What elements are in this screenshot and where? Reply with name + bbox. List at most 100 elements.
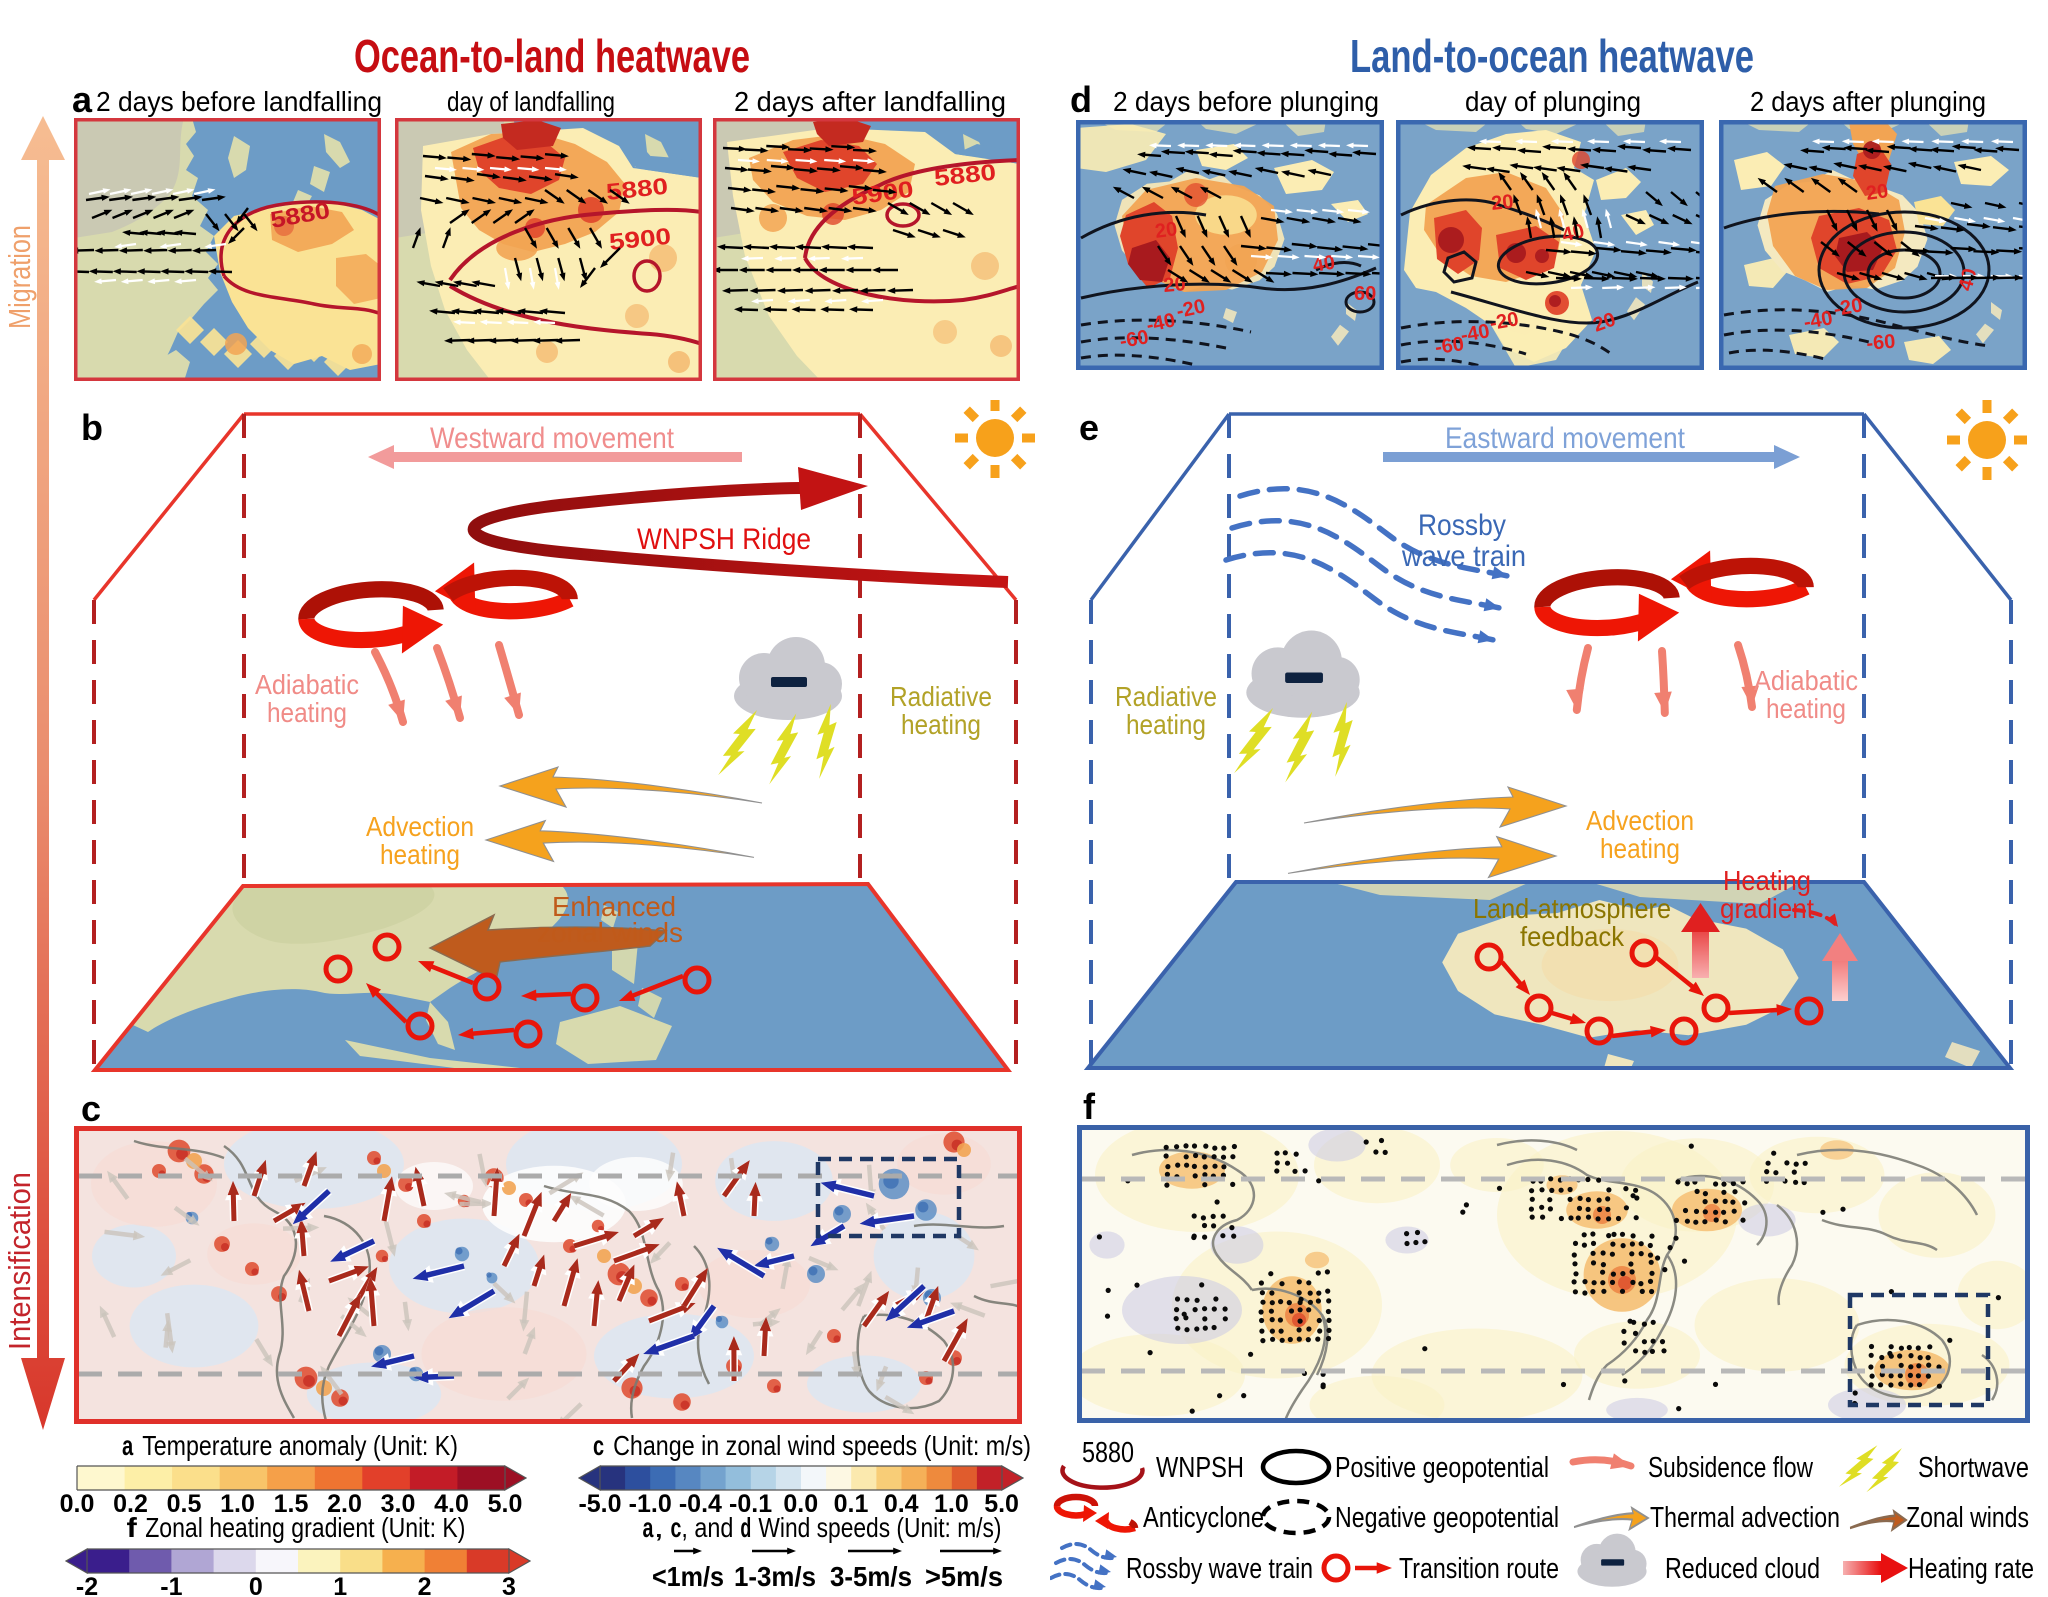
svg-text:0.1: 0.1 xyxy=(834,1490,869,1518)
svg-text:Transition route: Transition route xyxy=(1399,1553,1559,1585)
svg-text:0.0: 0.0 xyxy=(783,1490,818,1518)
svg-text:Anticyclone: Anticyclone xyxy=(1143,1502,1264,1534)
svg-text:-20: -20 xyxy=(1832,294,1864,321)
svg-text:-60: -60 xyxy=(1866,331,1897,355)
svg-text:heating: heating xyxy=(380,839,460,870)
svg-text:heating: heating xyxy=(901,709,981,740)
svg-text:a: a xyxy=(122,1430,134,1461)
svg-text:5880: 5880 xyxy=(1082,1437,1134,1469)
svg-text:d: d xyxy=(740,1512,751,1543)
svg-text:-60: -60 xyxy=(1118,326,1150,353)
svg-text:1.0: 1.0 xyxy=(220,1490,255,1518)
svg-text:zonal winds: zonal winds xyxy=(537,917,683,948)
svg-text:Temperature anomaly (Unit: K): Temperature anomaly (Unit: K) xyxy=(142,1430,458,1461)
svg-text:20: 20 xyxy=(1490,191,1514,215)
svg-text:Heating rate: Heating rate xyxy=(1908,1553,2034,1585)
svg-text:-1.0: -1.0 xyxy=(629,1490,672,1518)
svg-text:1-3m/s: 1-3m/s xyxy=(734,1561,816,1592)
svg-text:day of plunging: day of plunging xyxy=(1465,86,1641,117)
svg-text:1.5: 1.5 xyxy=(274,1490,309,1518)
svg-text:-0.1: -0.1 xyxy=(729,1490,772,1518)
svg-text:20: 20 xyxy=(1865,180,1890,205)
svg-text:a: a xyxy=(72,79,93,120)
svg-text:f: f xyxy=(127,1512,138,1543)
svg-text:Rossby wave train: Rossby wave train xyxy=(1126,1553,1313,1585)
svg-text:WNPSH Ridge: WNPSH Ridge xyxy=(637,523,811,556)
svg-text:Zonal winds: Zonal winds xyxy=(1906,1502,2029,1534)
svg-text:Reduced cloud: Reduced cloud xyxy=(1665,1553,1820,1585)
svg-text:heating: heating xyxy=(1766,693,1846,724)
svg-text:Negative geopotential: Negative geopotential xyxy=(1335,1502,1559,1534)
svg-text:5.0: 5.0 xyxy=(984,1490,1019,1518)
svg-text:2: 2 xyxy=(418,1573,432,1597)
svg-text:feedback: feedback xyxy=(1520,921,1625,952)
svg-text:3: 3 xyxy=(502,1573,516,1597)
svg-text:-5.0: -5.0 xyxy=(578,1490,621,1518)
svg-text:, and: , and xyxy=(681,1512,733,1543)
svg-text:Land-to-ocean heatwave: Land-to-ocean heatwave xyxy=(1350,30,1754,82)
svg-text:-0.4: -0.4 xyxy=(679,1490,722,1518)
svg-text:60: 60 xyxy=(1354,283,1376,305)
svg-text:0.0: 0.0 xyxy=(60,1490,95,1518)
svg-text:3.0: 3.0 xyxy=(381,1490,416,1518)
svg-text:Adiabatic: Adiabatic xyxy=(255,669,359,700)
svg-text:Advection: Advection xyxy=(1586,805,1694,836)
svg-text:Radiative: Radiative xyxy=(890,681,992,712)
svg-text:Westward movement: Westward movement xyxy=(430,422,675,455)
svg-text:<1m/s: <1m/s xyxy=(652,1561,724,1592)
svg-text:heating: heating xyxy=(267,697,347,728)
svg-text:heating: heating xyxy=(1600,833,1680,864)
svg-text:2 days after plunging: 2 days after plunging xyxy=(1750,86,1986,117)
svg-text:4.0: 4.0 xyxy=(434,1490,469,1518)
svg-text:-1: -1 xyxy=(160,1573,182,1597)
svg-text:d: d xyxy=(1070,79,1092,120)
svg-text:Enhanced: Enhanced xyxy=(552,891,676,922)
svg-text:20: 20 xyxy=(1154,218,1179,243)
svg-text:day of landfalling: day of landfalling xyxy=(447,86,615,117)
svg-text:c: c xyxy=(81,1088,101,1129)
svg-text:Shortwave: Shortwave xyxy=(1918,1452,2029,1484)
svg-text:5880: 5880 xyxy=(605,173,669,205)
svg-text:Ocean-to-land heatwave: Ocean-to-land heatwave xyxy=(354,30,750,82)
svg-text:Intensification: Intensification xyxy=(2,1172,37,1350)
svg-text:-40: -40 xyxy=(1802,307,1834,334)
svg-text:0.2: 0.2 xyxy=(113,1490,148,1518)
svg-text:Eastward movement: Eastward movement xyxy=(1445,422,1686,455)
svg-text:Change in zonal wind speeds (U: Change in zonal wind speeds (Unit: m/s) xyxy=(613,1430,1031,1461)
svg-text:,: , xyxy=(653,1512,664,1543)
svg-text:>5m/s: >5m/s xyxy=(925,1561,1003,1592)
svg-text:Adiabatic: Adiabatic xyxy=(1754,665,1858,696)
svg-text:-40: -40 xyxy=(1459,320,1491,347)
svg-text:1.0: 1.0 xyxy=(934,1490,969,1518)
svg-text:-60: -60 xyxy=(1434,333,1466,359)
svg-text:e: e xyxy=(1079,407,1099,448)
svg-text:5.0: 5.0 xyxy=(488,1490,523,1518)
svg-text:gradient: gradient xyxy=(1720,893,1814,924)
svg-text:2.0: 2.0 xyxy=(327,1490,362,1518)
svg-text:Wind speeds (Unit: m/s): Wind speeds (Unit: m/s) xyxy=(758,1512,1001,1543)
svg-text:wave train: wave train xyxy=(1401,540,1526,573)
svg-text:0.4: 0.4 xyxy=(884,1490,919,1518)
svg-text:Rossby: Rossby xyxy=(1418,509,1506,542)
svg-text:Zonal heating gradient (Unit:: Zonal heating gradient (Unit: K) xyxy=(145,1512,465,1543)
svg-text:c: c xyxy=(671,1512,682,1543)
svg-text:b: b xyxy=(81,407,103,448)
svg-text:5880: 5880 xyxy=(933,159,997,191)
svg-text:Heating: Heating xyxy=(1723,865,1811,896)
svg-text:Migration: Migration xyxy=(2,225,37,329)
svg-text:-2: -2 xyxy=(76,1573,98,1597)
svg-text:Land-atmosphere: Land-atmosphere xyxy=(1473,893,1671,924)
svg-text:Advection: Advection xyxy=(366,811,474,842)
svg-text:2 days before plunging: 2 days before plunging xyxy=(1113,86,1379,117)
svg-text:a: a xyxy=(643,1512,654,1543)
svg-text:2 days after landfalling: 2 days after landfalling xyxy=(734,86,1006,117)
svg-text:WNPSH: WNPSH xyxy=(1156,1452,1244,1484)
svg-text:f: f xyxy=(1083,1086,1096,1127)
svg-text:Positive geopotential: Positive geopotential xyxy=(1335,1452,1549,1484)
svg-text:Thermal advection: Thermal advection xyxy=(1650,1502,1840,1534)
svg-text:c: c xyxy=(593,1430,604,1461)
svg-text:0: 0 xyxy=(249,1573,263,1597)
svg-text:3-5m/s: 3-5m/s xyxy=(830,1561,912,1592)
svg-text:0.5: 0.5 xyxy=(167,1490,202,1518)
svg-text:1: 1 xyxy=(333,1573,347,1597)
